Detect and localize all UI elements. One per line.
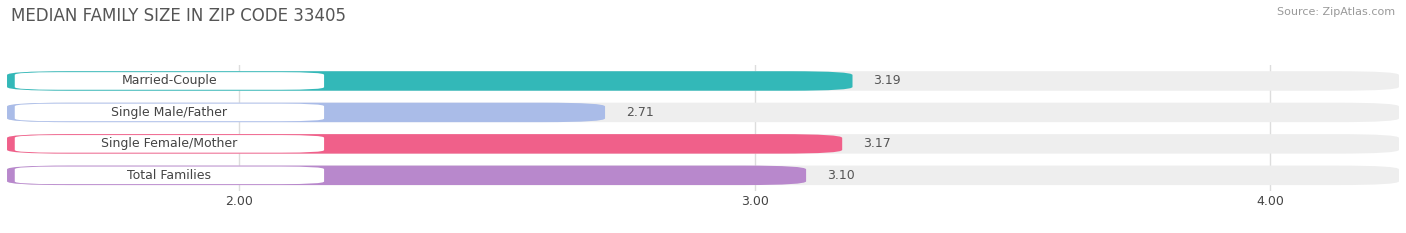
FancyBboxPatch shape	[14, 104, 323, 121]
FancyBboxPatch shape	[7, 103, 1399, 122]
Text: Single Male/Father: Single Male/Father	[111, 106, 228, 119]
FancyBboxPatch shape	[7, 71, 1399, 91]
FancyBboxPatch shape	[7, 166, 806, 185]
FancyBboxPatch shape	[7, 134, 842, 154]
Text: 2.71: 2.71	[626, 106, 654, 119]
Text: Total Families: Total Families	[128, 169, 211, 182]
FancyBboxPatch shape	[7, 166, 1399, 185]
FancyBboxPatch shape	[14, 135, 323, 153]
Text: Married-Couple: Married-Couple	[121, 75, 218, 87]
Text: Single Female/Mother: Single Female/Mother	[101, 137, 238, 150]
FancyBboxPatch shape	[7, 134, 1399, 154]
FancyBboxPatch shape	[14, 167, 323, 184]
FancyBboxPatch shape	[7, 71, 852, 91]
Text: MEDIAN FAMILY SIZE IN ZIP CODE 33405: MEDIAN FAMILY SIZE IN ZIP CODE 33405	[11, 7, 346, 25]
Text: 3.10: 3.10	[827, 169, 855, 182]
FancyBboxPatch shape	[7, 103, 605, 122]
FancyBboxPatch shape	[14, 72, 323, 90]
Text: Source: ZipAtlas.com: Source: ZipAtlas.com	[1277, 7, 1395, 17]
Text: 3.19: 3.19	[873, 75, 901, 87]
Text: 3.17: 3.17	[863, 137, 890, 150]
